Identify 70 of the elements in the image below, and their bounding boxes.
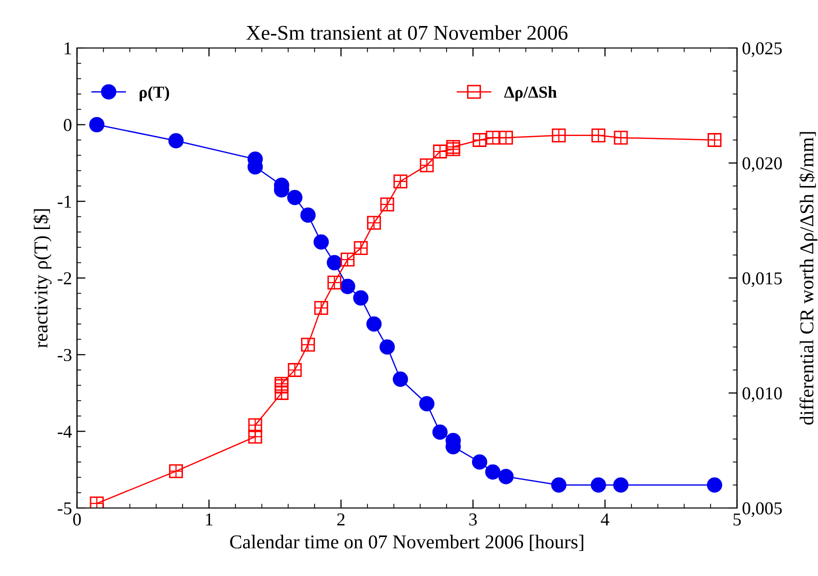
point xyxy=(169,464,183,478)
point xyxy=(248,430,262,444)
point xyxy=(288,363,302,377)
point xyxy=(446,142,460,156)
legend-label: Δρ/ΔSh xyxy=(504,86,557,102)
point xyxy=(89,117,104,132)
point xyxy=(380,339,395,355)
point xyxy=(472,454,488,470)
point xyxy=(248,418,262,432)
point xyxy=(366,316,382,332)
legend-label: ρ(T) xyxy=(140,86,170,102)
point xyxy=(301,338,315,352)
x-tick-label: 2 xyxy=(337,513,345,526)
chart-title: Xe-Sm transient at 07 November 2006 xyxy=(246,25,568,40)
point xyxy=(90,496,104,508)
point xyxy=(551,477,566,493)
point xyxy=(472,133,487,147)
point xyxy=(367,216,381,230)
point xyxy=(168,133,184,148)
y2-axis-title: differential CR worth Δρ/ΔSh [$/mm] xyxy=(799,132,818,425)
y-tick-label: 1 xyxy=(64,42,72,54)
point xyxy=(613,477,628,493)
point xyxy=(274,376,289,391)
x-tick-label: 5 xyxy=(734,514,741,526)
point xyxy=(432,424,448,440)
y2-tick-label: 0,020 xyxy=(742,157,782,172)
point xyxy=(420,158,434,172)
point xyxy=(419,396,434,412)
point xyxy=(327,276,342,290)
point xyxy=(708,133,722,147)
y2-tick-label: 0,010 xyxy=(742,387,782,402)
y-tick-label: -2 xyxy=(58,272,72,284)
y-tick-label: -4 xyxy=(58,426,72,438)
x-tick-label: 1 xyxy=(206,513,212,526)
point xyxy=(498,468,514,484)
x-tick-label: 3 xyxy=(469,513,477,526)
y-axis-title: reactivity ρ(T) [$] xyxy=(33,209,52,348)
point xyxy=(485,464,500,480)
point xyxy=(486,130,500,145)
x-tick-label: 0 xyxy=(73,513,81,526)
point xyxy=(614,130,628,145)
y2-tick-label: 0,005 xyxy=(742,502,782,518)
point xyxy=(314,234,329,250)
y2-tick-label: 0,015 xyxy=(742,272,782,288)
point xyxy=(326,255,342,270)
point xyxy=(591,128,606,142)
point xyxy=(392,372,408,387)
y-tick-label: 0 xyxy=(64,118,72,132)
point xyxy=(433,144,447,158)
point xyxy=(300,207,316,223)
point xyxy=(380,197,394,212)
point xyxy=(499,130,513,145)
y-tick-label: -3 xyxy=(58,348,72,362)
point xyxy=(393,174,408,188)
point xyxy=(706,477,722,493)
point xyxy=(274,386,289,400)
point xyxy=(314,300,328,315)
point xyxy=(340,252,355,267)
point xyxy=(340,278,356,294)
point xyxy=(552,128,566,142)
y2-tick-label: 0,025 xyxy=(742,42,782,58)
y-tick-label: -1 xyxy=(58,196,72,208)
point xyxy=(446,140,460,154)
x-axis-title: Calendar time on 07 Novembert 2006 [hours] xyxy=(230,534,584,551)
point xyxy=(287,190,302,206)
point xyxy=(590,477,606,493)
point xyxy=(354,241,368,256)
y-tick-label: -5 xyxy=(58,502,72,514)
point xyxy=(353,290,368,306)
x-tick-label: 4 xyxy=(600,514,610,526)
